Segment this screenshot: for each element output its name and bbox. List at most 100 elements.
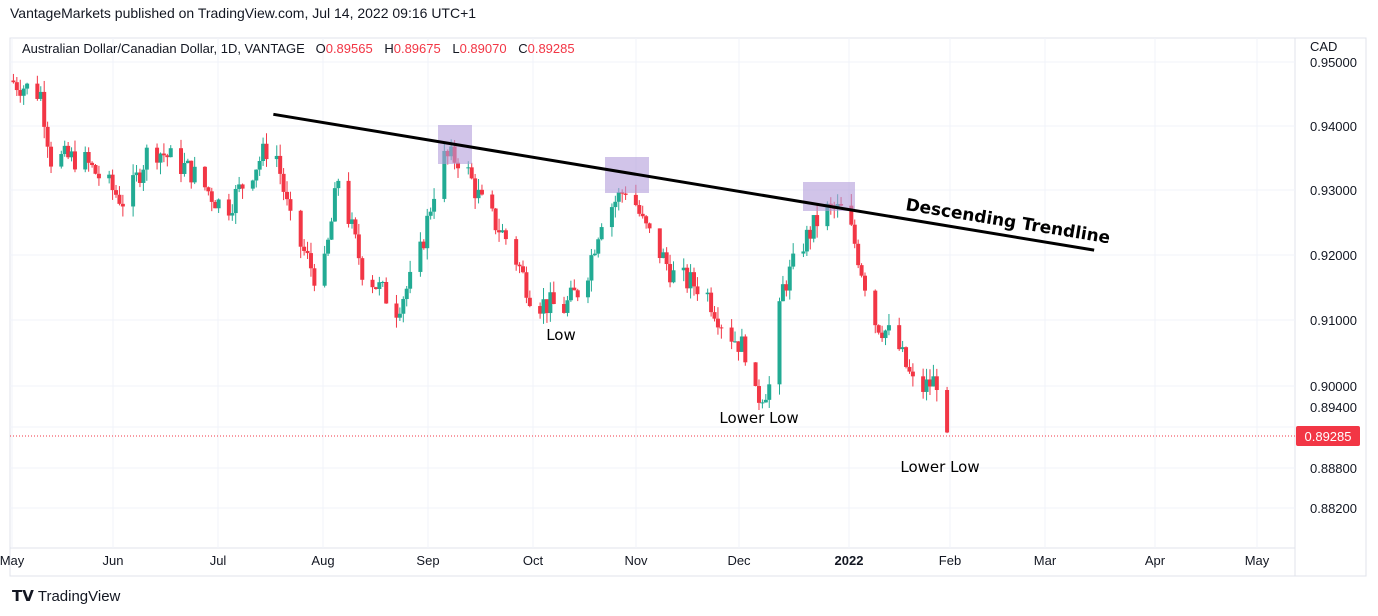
- candle-body: [681, 267, 686, 271]
- candle-body: [35, 83, 40, 99]
- tv-logo-icon: 𝗧𝗩: [12, 588, 34, 605]
- candle-body: [664, 252, 669, 265]
- candle-body: [490, 194, 495, 209]
- y-tick-label: 0.90000: [1310, 379, 1357, 394]
- candle-body: [182, 162, 187, 174]
- candle-body: [753, 362, 758, 387]
- candle-body: [521, 266, 525, 273]
- candle-body: [72, 151, 77, 170]
- candle-body: [873, 290, 878, 326]
- candle-body: [924, 379, 929, 392]
- candle-body: [876, 325, 881, 333]
- candle-body: [623, 193, 628, 195]
- candle-body: [134, 172, 139, 176]
- candle-body: [336, 180, 341, 189]
- chart-frame: [9, 37, 1367, 577]
- candle-body: [904, 347, 909, 367]
- candle-body: [801, 251, 806, 254]
- candle-body: [849, 205, 854, 225]
- candle-body: [777, 301, 782, 385]
- candle-body: [384, 281, 389, 304]
- candle-body: [254, 169, 259, 181]
- candle-body: [719, 327, 724, 329]
- candle-body: [206, 187, 211, 192]
- candle-body: [21, 88, 26, 96]
- brand-name: TradingView: [37, 587, 121, 605]
- candle-body: [312, 268, 317, 286]
- candle-body: [927, 379, 932, 387]
- y-tick-label: 0.89400: [1310, 400, 1357, 415]
- candle-body: [493, 208, 498, 231]
- candle-body: [418, 241, 423, 272]
- candle-body: [599, 227, 604, 240]
- close-label: C: [518, 41, 528, 56]
- candle-body: [141, 169, 146, 183]
- candle-body: [83, 152, 88, 170]
- x-tick-label: Nov: [624, 553, 648, 568]
- candle-body: [514, 239, 519, 265]
- lower-low-label: Lower Low: [719, 409, 798, 427]
- candle-body: [305, 250, 310, 254]
- candle-body: [216, 199, 221, 209]
- candle-body: [551, 292, 556, 305]
- candle-body: [780, 284, 785, 302]
- candle-body: [117, 194, 122, 204]
- candle-body: [647, 223, 652, 229]
- candle-body: [859, 265, 864, 276]
- candle-body: [425, 215, 430, 249]
- candle-body: [397, 313, 402, 318]
- candle-body: [350, 219, 354, 224]
- y-tick-label: 0.92000: [1310, 248, 1357, 263]
- candle-body: [278, 155, 283, 174]
- candle-body: [527, 297, 532, 307]
- candle-body: [66, 145, 71, 158]
- symbol-legend: Australian Dollar/Canadian Dollar, 1D, V…: [22, 41, 583, 56]
- x-tick-label: Mar: [1034, 553, 1057, 568]
- last-price-tag: [1296, 426, 1360, 446]
- y-tick-label: 0.88800: [1310, 461, 1357, 476]
- candle-body: [264, 143, 269, 160]
- x-tick-label: Aug: [311, 553, 334, 568]
- candle-body: [544, 299, 549, 314]
- candle-body: [538, 306, 543, 314]
- candle-body: [114, 190, 119, 195]
- candle-body: [811, 215, 816, 239]
- candle-body: [616, 192, 621, 202]
- candle-body: [107, 174, 112, 179]
- candle-body: [213, 201, 218, 209]
- candle-body: [380, 281, 385, 283]
- candle-body: [432, 198, 437, 212]
- candle-body: [86, 152, 91, 163]
- candle-body: [804, 229, 809, 252]
- candle-body: [308, 253, 313, 269]
- candle-body: [93, 165, 98, 174]
- candle-body: [185, 160, 190, 163]
- x-tick-label: Jun: [103, 553, 124, 568]
- open-label: O: [315, 41, 326, 56]
- high-label: H: [384, 41, 394, 56]
- candle-body: [302, 246, 307, 251]
- candle-body: [360, 258, 365, 280]
- candle-body: [230, 213, 235, 216]
- candle-body: [729, 327, 734, 342]
- candle-body: [685, 267, 690, 289]
- candle-body: [668, 264, 673, 283]
- candle-body: [863, 275, 867, 291]
- candle-body: [856, 243, 861, 266]
- candle-body: [633, 194, 638, 206]
- tradingview-logo[interactable]: 𝗧𝗩 TradingView: [12, 587, 121, 606]
- candle-body: [661, 252, 666, 259]
- last-price-value: 0.89285: [1305, 429, 1352, 444]
- candle-body: [644, 216, 649, 224]
- candle-body: [42, 91, 47, 127]
- candle-body: [209, 191, 214, 202]
- candle-body: [285, 191, 290, 200]
- candle-body: [144, 147, 149, 170]
- candle-body: [38, 91, 43, 99]
- candle-body: [161, 153, 166, 156]
- x-tick-label: Jul: [210, 553, 227, 568]
- candle-body: [401, 299, 406, 314]
- candle-body: [202, 166, 207, 188]
